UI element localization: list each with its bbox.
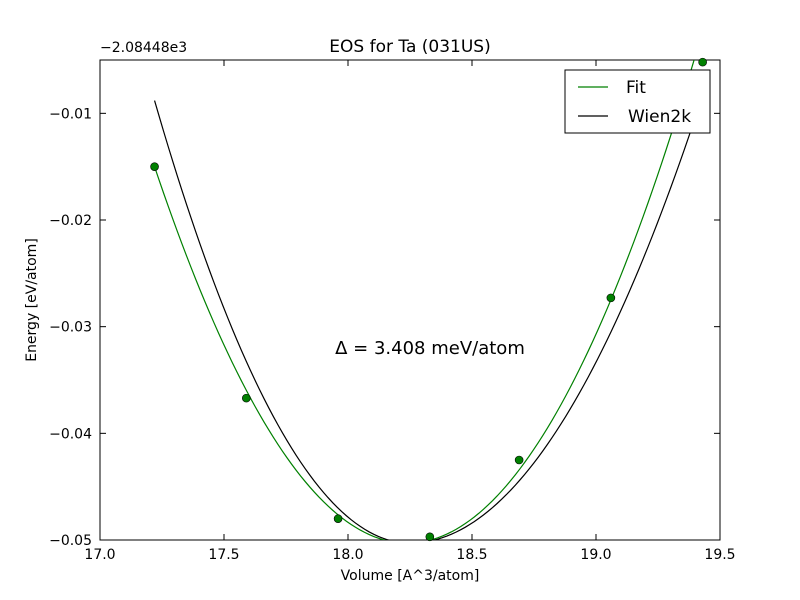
- y-tick-label: −0.01: [49, 106, 92, 122]
- y-offset-label: −2.08448e3: [100, 40, 187, 56]
- legend-label-fit: Fit: [626, 78, 646, 98]
- x-axis-label: Volume [A^3/atom]: [341, 568, 480, 584]
- series-line-wien2k: [153, 95, 704, 540]
- legend: Fit Wien2k: [564, 69, 711, 134]
- plot-area: 17.0 17.5 18.0 18.5 19.0 19.5 −0.05 −0.04 −0.03 −…: [49, 57, 736, 563]
- x-tick-label: 18.0: [332, 547, 363, 563]
- x-tick-label: 19.0: [580, 547, 611, 563]
- delta-annotation: Δ = 3.408 meV/atom: [335, 338, 525, 359]
- data-point-fit: [242, 393, 251, 403]
- data-point-fit: [150, 162, 159, 171]
- y-tick-label: −0.04: [49, 426, 92, 442]
- x-tick-label: 18.5: [456, 547, 487, 563]
- data-point-fit: [514, 455, 524, 465]
- axes-frame: [99, 59, 721, 541]
- chart-title: EOS for Ta (031US): [329, 37, 490, 57]
- legend-box: [564, 69, 711, 134]
- x-tick-label: 17.5: [208, 547, 239, 563]
- data-point-fit: [606, 293, 616, 303]
- y-tick-label: −0.05: [49, 533, 92, 549]
- x-tick-label: 19.5: [704, 547, 735, 563]
- y-tick-label: −0.02: [49, 213, 92, 229]
- data-point-fit: [425, 532, 435, 542]
- y-axis-label: Energy [eV/atom]: [24, 238, 40, 362]
- x-tick-label: 17.0: [84, 547, 115, 563]
- y-tick-label: −0.03: [49, 320, 92, 336]
- data-point-fit: [698, 57, 707, 67]
- data-point-fit: [333, 514, 343, 523]
- legend-label-wien2k: Wien2k: [628, 107, 691, 127]
